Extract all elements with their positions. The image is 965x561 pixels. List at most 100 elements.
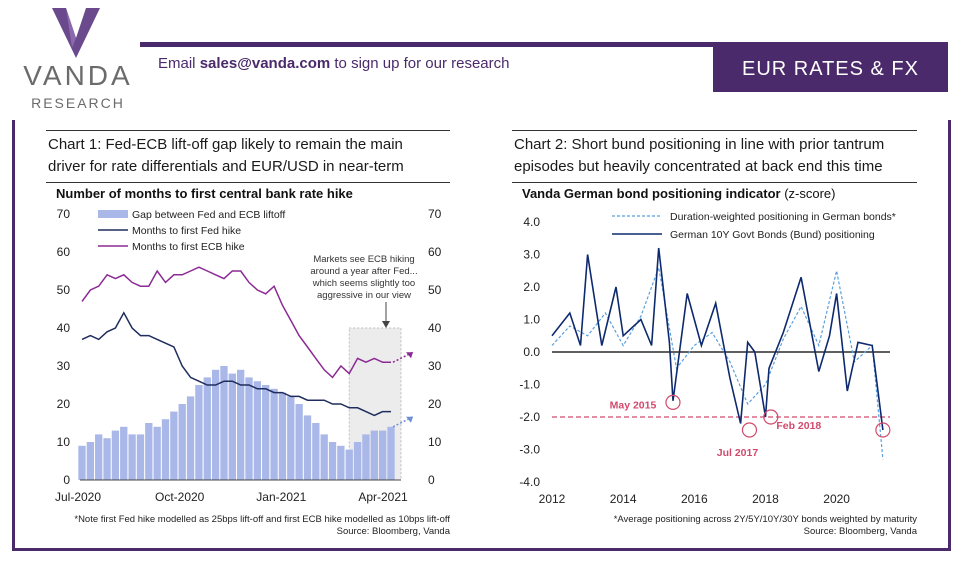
y-tick-label-right: 30 bbox=[428, 359, 442, 373]
gap-bar bbox=[136, 434, 145, 480]
y-tick-label-left: 20 bbox=[57, 397, 71, 411]
x-tick-label: 2012 bbox=[539, 492, 566, 506]
y-tick-label-left: 10 bbox=[57, 435, 71, 449]
y-tick-label-left: 30 bbox=[57, 359, 71, 373]
gap-bar bbox=[170, 411, 178, 480]
gap-bar bbox=[111, 430, 120, 480]
annotation-line: aggressive in our view bbox=[317, 290, 411, 301]
gap-bar bbox=[253, 381, 262, 480]
annotation-line: which seems slightly too bbox=[312, 278, 415, 289]
y-tick-label-left: 0 bbox=[63, 473, 70, 487]
y-tick-label: 2.0 bbox=[523, 280, 540, 294]
chart2-subtitle: Vanda German bond positioning indicator … bbox=[522, 186, 836, 201]
callout-label: Feb 2018 bbox=[776, 420, 821, 432]
logo-sub: RESEARCH bbox=[31, 95, 125, 111]
x-tick-label: Jul-2020 bbox=[55, 490, 101, 504]
gap-bar bbox=[128, 434, 136, 480]
gap-bar bbox=[103, 438, 111, 480]
gap-bar bbox=[245, 377, 253, 480]
gap-bar bbox=[312, 423, 320, 480]
chart2-top-rule bbox=[512, 130, 917, 131]
chart2-plot: -4.0 -3.0 -2.0 -1.0 0.0 1.0 2.0 3.0 4.0 2012 2014 2… bbox=[519, 211, 896, 506]
gap-bar bbox=[262, 385, 270, 480]
callout-circle bbox=[763, 409, 779, 425]
legend-label: Months to first ECB hike bbox=[132, 241, 245, 253]
y-tick-label-left: 40 bbox=[57, 321, 71, 335]
chart2-title: Chart 2: Short bund positioning in line … bbox=[514, 134, 884, 178]
chart2-note-line1: *Average positioning across 2Y/5Y/10Y/30… bbox=[613, 514, 917, 525]
x-tick-label: 2018 bbox=[752, 492, 779, 506]
y-tick-label: 4.0 bbox=[523, 215, 540, 229]
ecb-hike-line bbox=[81, 266, 391, 379]
x-tick-label: Apr-2021 bbox=[358, 490, 408, 504]
gap-bar bbox=[228, 373, 236, 480]
x-tick-label: 2020 bbox=[823, 492, 850, 506]
chart2-panel: Chart 2: Short bund positioning in line … bbox=[512, 128, 917, 548]
chart2-title-line2: episodes but heavily concentrated at bac… bbox=[514, 158, 883, 175]
frame-right bbox=[948, 120, 951, 550]
vanda-logo-icon bbox=[52, 8, 100, 58]
y-tick-label-right: 60 bbox=[428, 245, 442, 259]
gap-bar bbox=[287, 396, 295, 480]
chart1-note-line2: Source: Bloomberg, Vanda bbox=[336, 526, 450, 537]
gap-bar bbox=[203, 377, 211, 480]
gap-bar bbox=[270, 388, 278, 480]
chart1-bottom-rule bbox=[46, 182, 450, 183]
gap-bar bbox=[362, 434, 370, 480]
bund-positioning-line bbox=[551, 247, 884, 431]
chart2-title-line1: Chart 2: Short bund positioning in line … bbox=[514, 136, 885, 153]
gap-bar bbox=[387, 426, 395, 480]
chart1-note: *Note first Fed hike modelled as 25bps l… bbox=[40, 514, 450, 538]
gap-bar bbox=[220, 366, 228, 480]
gap-bar bbox=[337, 445, 345, 480]
chart1-title-line2: driver for rate differentials and EUR/US… bbox=[48, 158, 404, 175]
gap-bar bbox=[378, 430, 387, 480]
annotation-line: around a year after Fed... bbox=[310, 266, 417, 277]
chart1-title-line1: Chart 1: Fed-ECB lift-off gap likely to … bbox=[48, 136, 403, 153]
gap-arrowhead bbox=[406, 416, 413, 423]
email-line: Email sales@vanda.com to sign up for our… bbox=[158, 55, 509, 72]
gap-bar bbox=[153, 426, 161, 480]
chart1-title: Chart 1: Fed-ECB lift-off gap likely to … bbox=[48, 134, 404, 178]
latest-callout-circle bbox=[875, 422, 891, 438]
chart1-plot: 0 0 10 10 20 20 30 30 40 40 50 50 60 60 70 70 Jul-2020 Oc… bbox=[55, 207, 442, 504]
legend-label: Duration-weighted positioning in German … bbox=[670, 211, 896, 223]
y-tick-label-right: 20 bbox=[428, 397, 442, 411]
duration-weighted-line bbox=[551, 265, 884, 460]
gap-bar bbox=[370, 430, 378, 480]
logo-name: VANDA bbox=[23, 60, 133, 91]
gap-bar bbox=[237, 369, 245, 480]
chart1-subtitle: Number of months to first central bank r… bbox=[56, 186, 353, 201]
frame-left bbox=[12, 120, 15, 550]
legend-label: German 10Y Govt Bonds (Bund) positioning bbox=[670, 229, 875, 241]
gap-bar bbox=[186, 396, 195, 480]
annotation-arrowhead bbox=[382, 321, 390, 328]
email-link[interactable]: sales@vanda.com bbox=[199, 55, 331, 72]
callout-label: Jul 2017 bbox=[717, 447, 759, 459]
y-tick-label: 0.0 bbox=[523, 345, 540, 359]
callout-label: May 2015 bbox=[610, 399, 657, 411]
x-tick-label: Oct-2020 bbox=[155, 490, 205, 504]
y-tick-label: -3.0 bbox=[519, 443, 540, 457]
gap-bar bbox=[303, 415, 312, 480]
x-tick-label: 2016 bbox=[681, 492, 708, 506]
y-tick-label: -4.0 bbox=[519, 475, 540, 489]
chart2-note-line2: Source: Bloomberg, Vanda bbox=[803, 526, 917, 537]
chart1-note-line1: *Note first Fed hike modelled as 25bps l… bbox=[74, 514, 450, 525]
gap-bar bbox=[120, 426, 128, 480]
y-tick-label: 3.0 bbox=[523, 248, 540, 262]
x-tick-label: Jan-2021 bbox=[256, 490, 306, 504]
gap-bar bbox=[161, 419, 170, 480]
section-banner: EUR RATES & FX bbox=[713, 46, 948, 92]
gap-bar bbox=[295, 404, 303, 480]
chart1-panel: Chart 1: Fed-ECB lift-off gap likely to … bbox=[46, 128, 450, 548]
y-tick-label-right: 10 bbox=[428, 435, 442, 449]
chart1-top-rule bbox=[46, 130, 450, 131]
y-tick-label: 1.0 bbox=[523, 313, 540, 327]
gap-bar bbox=[95, 434, 103, 480]
gap-bar bbox=[195, 385, 203, 480]
chart2-note: *Average positioning across 2Y/5Y/10Y/30… bbox=[510, 514, 917, 538]
x-tick-label: 2014 bbox=[610, 492, 637, 506]
frame-bottom bbox=[12, 548, 951, 551]
legend-label: Months to first Fed hike bbox=[132, 225, 241, 237]
